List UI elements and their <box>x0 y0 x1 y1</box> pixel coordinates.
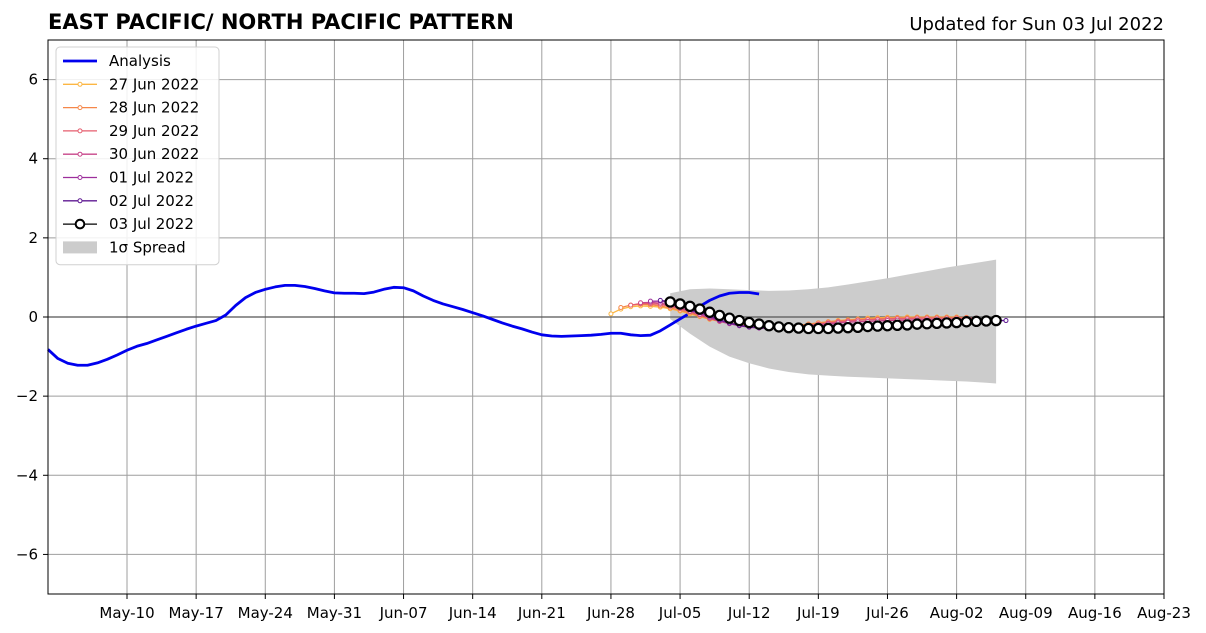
forecast-point <box>990 314 1002 327</box>
legend: Analysis 27 Jun 2022 28 Jun 2022 29 Jun 202… <box>55 46 220 266</box>
x-tick-label: Aug-23 <box>1137 604 1191 622</box>
x-tick-label: Jul-12 <box>727 604 771 622</box>
x-tick-label: Aug-09 <box>999 604 1053 622</box>
x-tick-label: Aug-02 <box>930 604 984 622</box>
forecast-point <box>950 316 963 329</box>
legend-label-forecast: 28 Jun 2022 <box>109 99 199 117</box>
forecast-point <box>960 316 973 328</box>
forecast-point <box>832 322 844 334</box>
x-tick-label: Jul-05 <box>658 604 702 622</box>
forecast-point <box>703 306 716 318</box>
forecast-point <box>901 319 913 331</box>
forecast-point <box>713 309 726 322</box>
forecast-point <box>881 320 894 332</box>
x-tick-label: Jun-14 <box>448 604 497 622</box>
y-tick-label: −4 <box>16 466 38 484</box>
forecast-point <box>723 312 736 324</box>
x-tick-label: May-10 <box>99 604 154 622</box>
forecast-point <box>664 296 676 308</box>
forecast-point <box>657 297 663 303</box>
forecast-point <box>871 320 884 332</box>
forecast-point <box>970 315 983 328</box>
forecast-point <box>647 298 653 304</box>
forecast-point <box>792 322 805 334</box>
forecast-point <box>618 305 624 311</box>
forecast-point <box>638 300 644 306</box>
legend-marker <box>77 175 83 180</box>
forecast-point <box>694 303 706 315</box>
y-tick-label: −6 <box>16 545 38 563</box>
legend-label-forecast: 02 Jul 2022 <box>109 192 194 210</box>
x-tick-label: Jun-07 <box>379 604 428 622</box>
legend-label-forecast: 01 Jul 2022 <box>109 169 194 187</box>
y-tick-label: 0 <box>28 308 38 326</box>
x-tick-label: May-24 <box>238 604 293 622</box>
forecast-point <box>891 319 904 332</box>
forecast-point <box>753 318 765 330</box>
y-tick-label: −2 <box>16 387 38 405</box>
y-tick-label: 2 <box>28 229 38 247</box>
forecast-point <box>608 311 614 317</box>
x-tick-label: Jul-26 <box>865 604 909 622</box>
forecast-point <box>941 317 953 329</box>
legend-marker <box>74 218 86 230</box>
forecast-point <box>842 321 854 334</box>
legend-marker <box>77 151 83 157</box>
legend-label-spread: 1σ Spread <box>109 238 186 256</box>
x-tick-label: May-17 <box>169 604 224 622</box>
legend-label-analysis: Analysis <box>109 52 171 70</box>
forecast-point <box>783 321 795 334</box>
forecast-point <box>822 322 834 335</box>
forecast-point <box>743 316 755 329</box>
x-tick-label: Jun-28 <box>586 604 635 622</box>
forecast-point <box>862 320 874 333</box>
forecast-point <box>921 318 933 330</box>
forecast-point <box>812 322 825 335</box>
forecast-point <box>802 322 815 335</box>
y-tick-label: 4 <box>28 150 38 168</box>
x-tick-label: Jul-19 <box>796 604 840 622</box>
x-tick-label: May-31 <box>307 604 362 622</box>
series-group <box>47 283 1009 367</box>
forecast-point <box>911 318 923 330</box>
legend-label-forecast: 30 Jun 2022 <box>109 145 199 163</box>
forecast-point <box>1003 318 1009 324</box>
forecast-point <box>684 300 696 313</box>
forecast-point <box>733 314 746 327</box>
x-tick-label: Aug-16 <box>1068 604 1122 622</box>
forecast-point <box>674 298 686 310</box>
forecast-point <box>763 320 775 332</box>
legend-marker <box>77 128 83 134</box>
y-axis: 6 4 2 0 −2 −4 −6 <box>16 71 48 563</box>
forecast-series <box>664 296 1002 335</box>
forecast-point <box>980 315 992 327</box>
legend-label-forecast: 27 Jun 2022 <box>109 75 199 93</box>
forecast-point <box>773 321 785 333</box>
x-tick-label: Jun-21 <box>517 604 566 622</box>
chart-title: EAST PACIFIC/ NORTH PACIFIC PATTERN <box>48 10 514 34</box>
legend-label-forecast: 03 Jul 2022 <box>109 215 194 233</box>
legend-marker <box>77 81 83 87</box>
legend-marker <box>77 105 83 111</box>
forecast-point <box>628 302 634 308</box>
legend-marker <box>77 198 83 204</box>
legend-box <box>55 46 220 266</box>
forecast-point <box>931 317 943 330</box>
updated-date: Updated for Sun 03 Jul 2022 <box>909 14 1164 35</box>
forecast-point <box>852 321 864 333</box>
legend-swatch-spread <box>63 241 97 254</box>
legend-label-forecast: 29 Jun 2022 <box>109 122 199 140</box>
x-axis: May-10 May-17 May-24 May-31 Jun-07 Jun-14 Jun-… <box>99 594 1191 622</box>
y-tick-label: 6 <box>28 71 38 89</box>
analysis-line <box>47 283 760 367</box>
